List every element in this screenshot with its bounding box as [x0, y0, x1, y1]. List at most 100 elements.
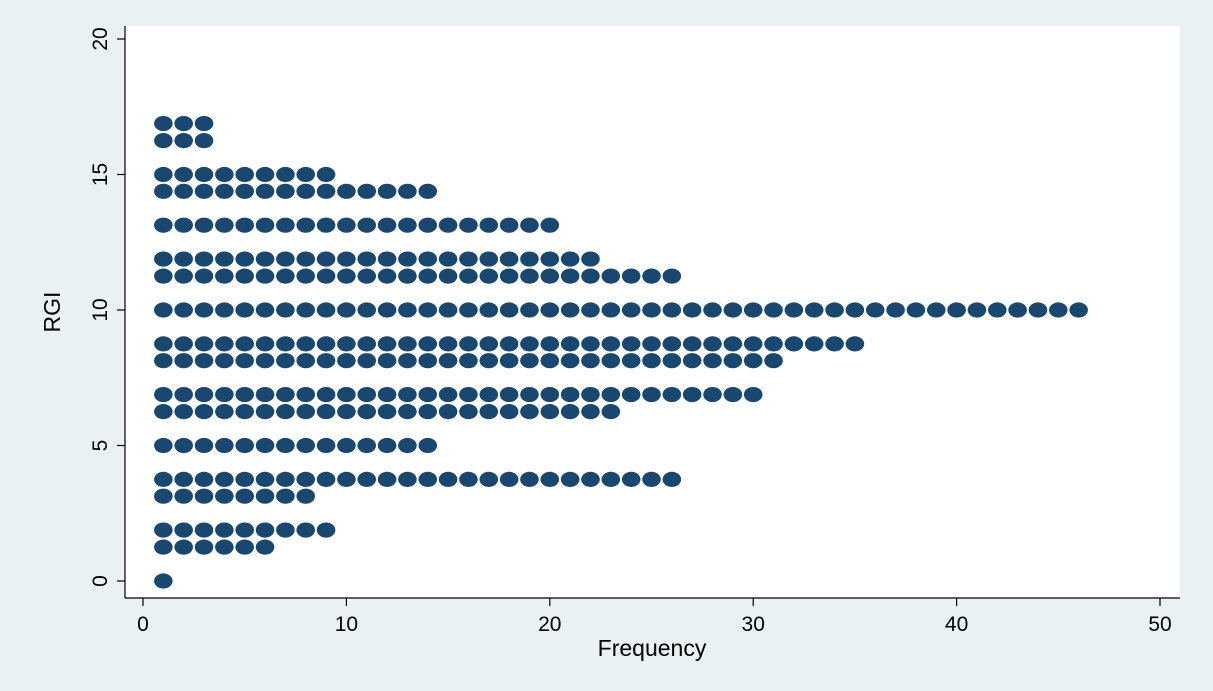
data-point [418, 353, 438, 369]
data-point [357, 404, 377, 420]
data-point [804, 302, 824, 318]
y-tick-label: 20 [89, 27, 112, 50]
data-point [235, 539, 254, 555]
data-point [337, 386, 356, 403]
data-point [215, 471, 234, 487]
data-point [276, 488, 295, 504]
data-point [804, 336, 824, 352]
data-point [235, 166, 254, 183]
data-point [926, 302, 946, 318]
data-point [377, 302, 397, 318]
y-tick-label: 10 [89, 298, 112, 321]
data-point [194, 386, 214, 403]
data-point [886, 302, 905, 318]
data-point [459, 302, 478, 318]
data-point [316, 183, 336, 199]
data-point [357, 471, 377, 487]
data-point [174, 217, 193, 233]
data-point [194, 133, 214, 149]
data-point [357, 217, 377, 233]
data-point [215, 437, 234, 454]
data-point [174, 183, 193, 199]
data-point [499, 251, 519, 267]
data-point [235, 336, 254, 352]
data-point [642, 386, 661, 403]
data-point [398, 251, 417, 267]
data-point [438, 471, 458, 487]
data-point [316, 302, 336, 318]
data-point [377, 268, 397, 284]
data-point [316, 353, 336, 369]
data-point [784, 336, 804, 352]
data-point [438, 404, 458, 420]
data-point [540, 471, 560, 487]
data-point [418, 217, 438, 233]
data-point [459, 404, 478, 420]
data-point [418, 471, 438, 487]
data-point [418, 437, 438, 454]
data-point [581, 404, 600, 420]
data-point [337, 471, 356, 487]
data-point [398, 437, 417, 454]
data-point [235, 488, 254, 504]
y-tick-label: 15 [89, 163, 112, 186]
data-point [438, 217, 458, 233]
data-point [154, 471, 173, 487]
data-point [398, 353, 417, 369]
data-point [825, 336, 844, 352]
data-point [215, 353, 234, 369]
data-point [337, 404, 356, 420]
data-point [316, 268, 336, 284]
data-point [499, 217, 519, 233]
data-point [255, 302, 275, 318]
data-point [865, 302, 885, 318]
data-point [621, 386, 641, 403]
data-point [682, 386, 702, 403]
data-point [560, 251, 580, 267]
data-point [581, 471, 600, 487]
data-point [194, 437, 214, 454]
data-point [215, 302, 234, 318]
data-point [276, 268, 295, 284]
data-point [499, 336, 519, 352]
data-point [947, 302, 966, 318]
data-point [194, 471, 214, 487]
data-point [499, 471, 519, 487]
data-point [459, 336, 478, 352]
data-point [662, 302, 682, 318]
data-point [357, 336, 377, 352]
data-point [601, 336, 621, 352]
data-point [540, 302, 560, 318]
data-point [581, 251, 600, 267]
data-point [194, 166, 214, 183]
data-point [154, 302, 173, 318]
data-point [601, 268, 621, 284]
data-point [255, 166, 275, 183]
data-point [642, 302, 661, 318]
data-point [418, 268, 438, 284]
data-point [215, 404, 234, 420]
data-point [418, 386, 438, 403]
data-point [174, 336, 193, 352]
data-point [296, 522, 316, 538]
data-point [337, 437, 356, 454]
data-point [194, 353, 214, 369]
data-point [540, 217, 560, 233]
data-point [459, 471, 478, 487]
data-point [479, 353, 499, 369]
data-point [764, 336, 783, 352]
data-point [581, 336, 600, 352]
data-point [316, 437, 336, 454]
data-point [560, 336, 580, 352]
data-point [499, 386, 519, 403]
data-point [154, 166, 173, 183]
data-point [174, 437, 193, 454]
data-point [154, 386, 173, 403]
data-point [540, 336, 560, 352]
data-point [398, 268, 417, 284]
data-point [357, 386, 377, 403]
data-point [540, 268, 560, 284]
data-point [398, 471, 417, 487]
data-point [194, 268, 214, 284]
data-point [601, 471, 621, 487]
